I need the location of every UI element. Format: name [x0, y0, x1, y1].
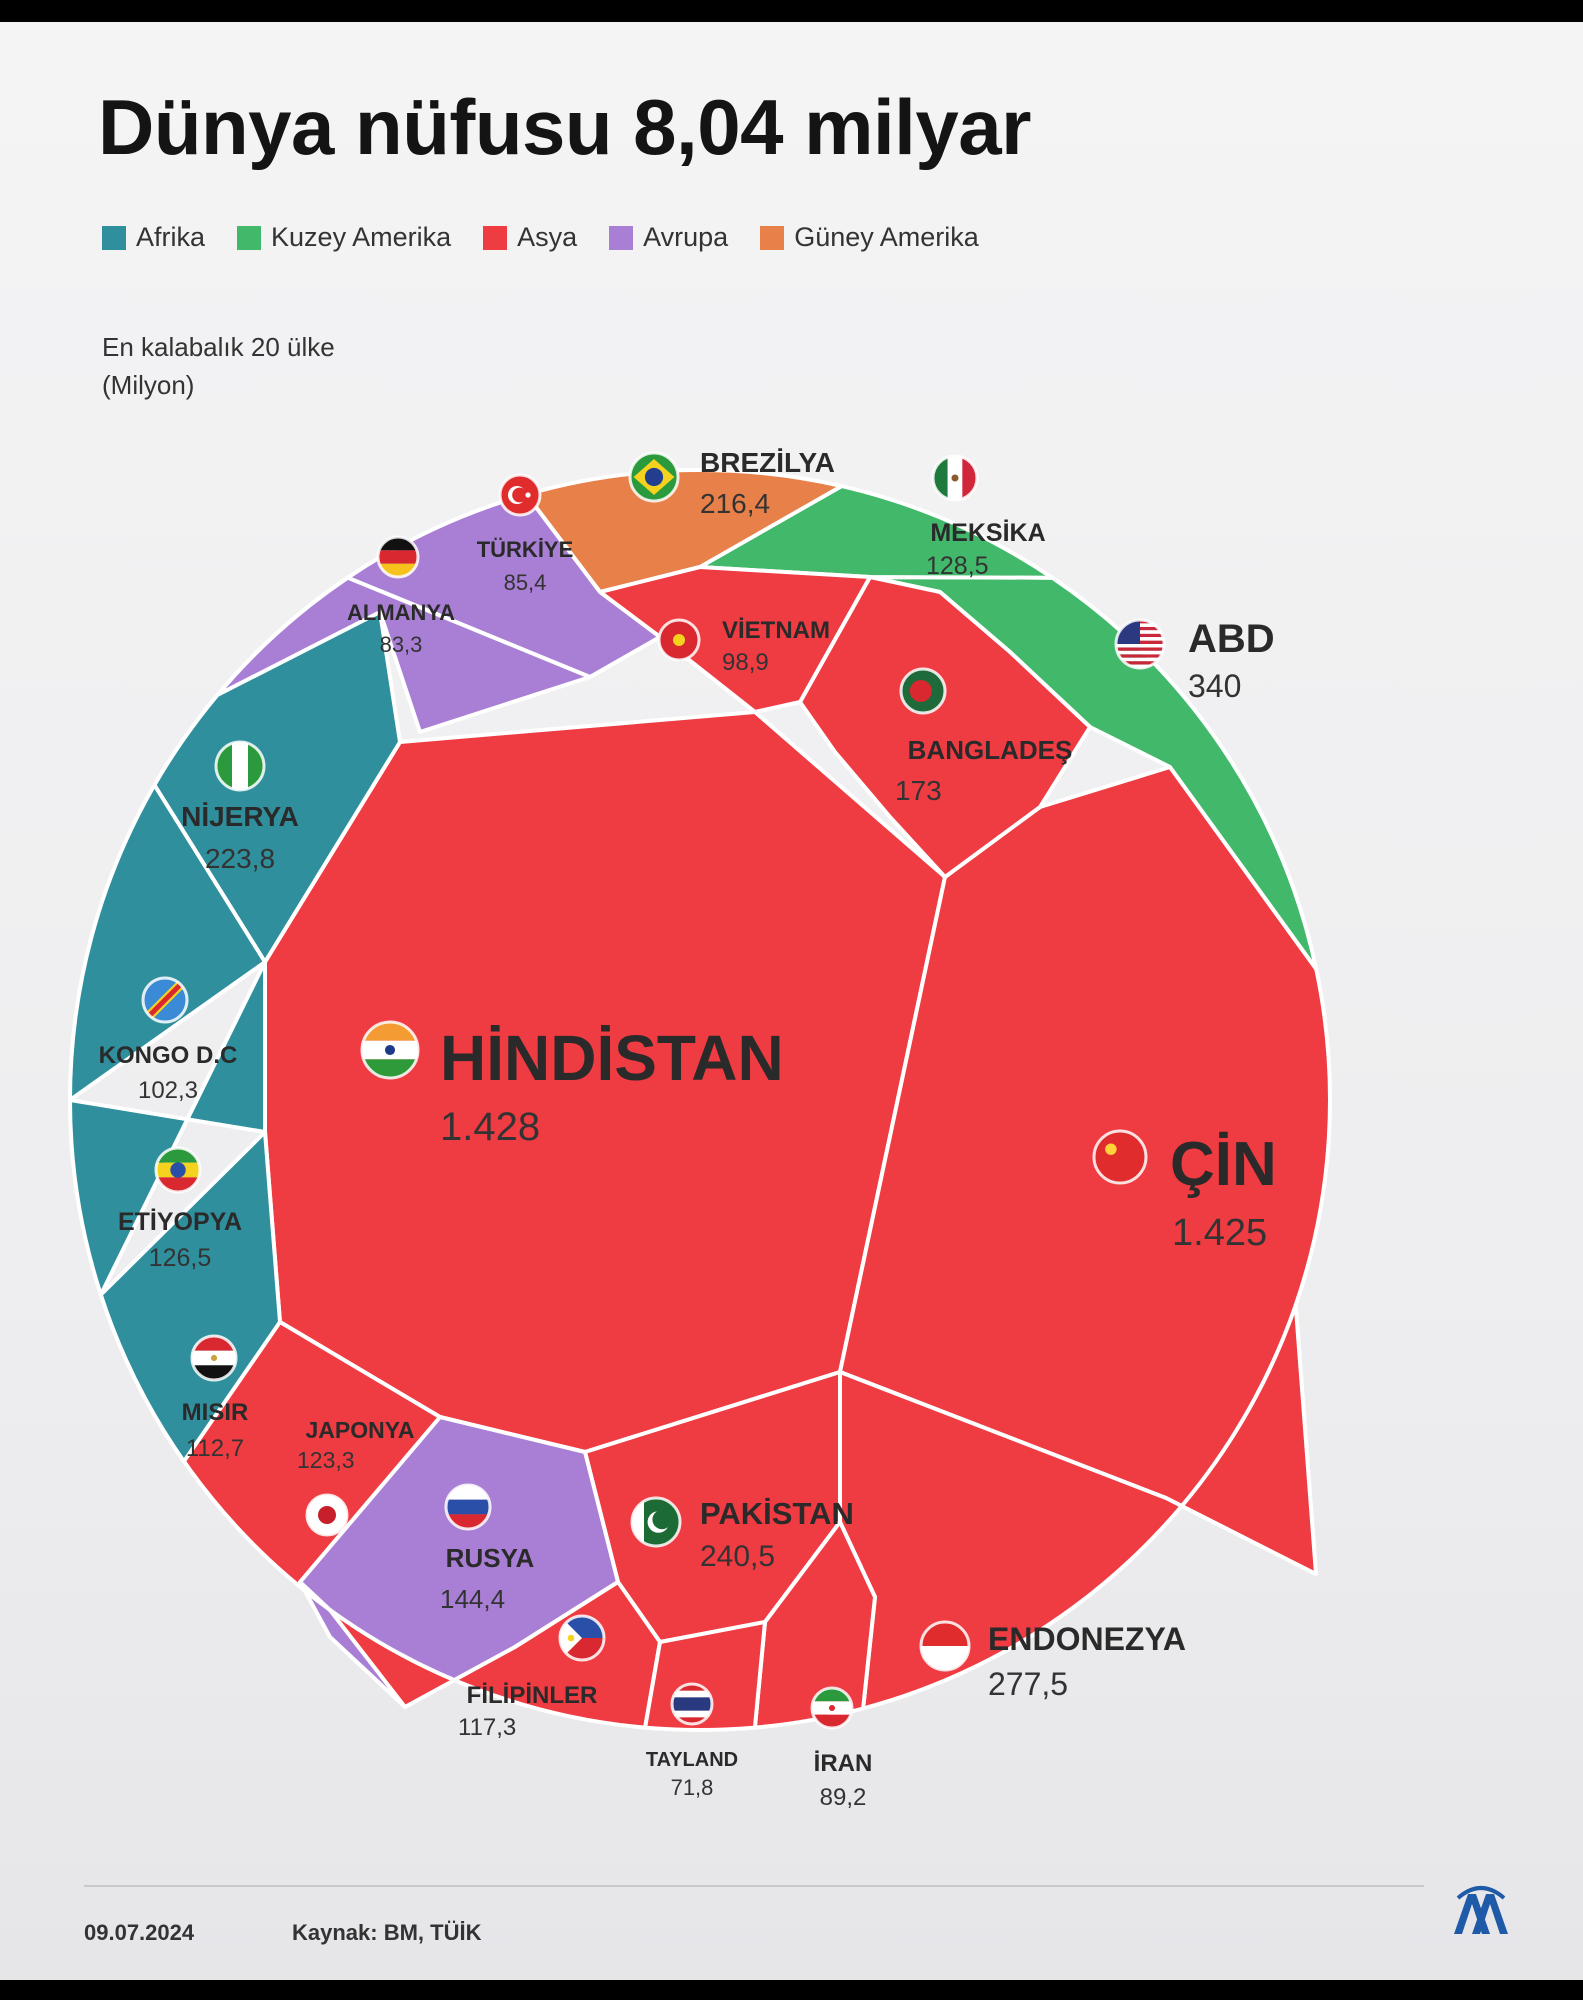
country-value-china: 1.425 — [1172, 1212, 1267, 1254]
country-value-brazil: 216,4 — [700, 488, 770, 519]
country-value-turkey: 85,4 — [504, 570, 547, 595]
legend-label: Avrupa — [643, 222, 729, 252]
indonesia-flag-icon — [919, 1620, 971, 1672]
aa-logo-icon — [1454, 1886, 1508, 1934]
page-title: Dünya nüfusu 8,04 milyar — [98, 83, 1031, 171]
legend-swatch — [609, 225, 634, 250]
china-flag-icon — [1092, 1129, 1148, 1185]
cell-germany — [215, 575, 592, 734]
cell-turkey — [345, 492, 662, 679]
country-name-drc: KONGO D.C — [99, 1042, 238, 1069]
legend-label: Asya — [517, 222, 578, 252]
legend-item-europe: Avrupa — [609, 222, 728, 253]
publish-date: 09.07.2024 — [84, 1920, 195, 1945]
legend-label: Afrika — [136, 222, 206, 252]
subtitle-line: En kalabalık 20 ülke — [102, 332, 335, 362]
cell-egypt — [98, 1130, 282, 1464]
philippines-flag-icon — [558, 1614, 606, 1662]
germany-flag-icon — [376, 535, 420, 579]
thailand-flag-icon — [670, 1682, 714, 1726]
country-name-china: ÇİN — [1170, 1130, 1277, 1199]
country-name-mexico: MEKSİKA — [930, 519, 1045, 547]
country-name-pakistan: PAKİSTAN — [700, 1496, 854, 1531]
source-label: Kaynak: BM, TÜİK — [292, 1920, 482, 1945]
country-value-egypt: 112,7 — [186, 1435, 244, 1462]
pakistan-flag-icon — [630, 1496, 682, 1548]
country-value-usa: 340 — [1188, 668, 1241, 704]
cell-ethiopia — [67, 960, 267, 1297]
country-name-brazil: BREZİLYA — [700, 447, 835, 478]
country-value-philippines: 117,3 — [458, 1714, 516, 1741]
country-name-ethiopia: ETİYOPYA — [118, 1208, 242, 1236]
legend-swatch — [483, 225, 508, 250]
mexico-flag-icon — [931, 454, 979, 502]
country-name-india: HİNDİSTAN — [440, 1022, 784, 1094]
country-name-japan: JAPONYA — [305, 1417, 414, 1443]
iran-flag-icon — [810, 1686, 854, 1730]
country-value-pakistan: 240,5 — [700, 1540, 775, 1573]
country-name-thailand: TAYLAND — [646, 1749, 738, 1771]
russia-flag-icon — [444, 1483, 492, 1531]
country-name-russia: RUSYA — [446, 1543, 535, 1573]
india-flag-icon — [360, 1020, 420, 1080]
nigeria-flag-icon — [214, 740, 266, 792]
legend-swatch — [102, 225, 126, 250]
country-name-iran: İRAN — [814, 1750, 873, 1777]
country-name-indonesia: ENDONEZYA — [988, 1621, 1186, 1657]
country-name-germany: ALMANYA — [347, 600, 455, 625]
country-name-philippines: FİLİPİNLER — [467, 1682, 598, 1709]
legend-swatch — [760, 225, 785, 250]
legend-label: Kuzey Amerika — [271, 222, 452, 252]
country-value-germany: 83,3 — [380, 632, 423, 657]
legend-item-africa: Afrika — [102, 222, 205, 253]
legend-swatch — [237, 225, 262, 250]
cell-bangladesh — [798, 575, 1092, 879]
subtitle-unit: (Milyon) — [102, 370, 195, 400]
ethiopia-flag-icon — [154, 1146, 202, 1194]
country-name-egypt: MISIR — [182, 1399, 249, 1426]
turkey-flag-icon — [498, 473, 542, 517]
country-name-usa: ABD — [1188, 617, 1275, 661]
country-value-indonesia: 277,5 — [988, 1666, 1068, 1702]
country-value-vietnam: 98,9 — [722, 649, 769, 676]
japan-flag-icon — [305, 1493, 349, 1537]
footer-divider — [84, 1885, 1424, 1887]
cell-drc — [68, 783, 267, 1102]
bangladesh-flag-icon — [899, 667, 947, 715]
country-name-bangladesh: BANGLADEŞ — [908, 735, 1073, 765]
legend-label: Güney Amerika — [794, 222, 979, 252]
chart-subtitle: En kalabalık 20 ülke (Milyon) — [102, 328, 335, 404]
usa-flag-icon — [1114, 618, 1166, 670]
brazil-flag-icon — [628, 451, 680, 503]
cell-mexico — [698, 484, 1055, 580]
legend-item-south-america: Güney Amerika — [760, 222, 979, 253]
country-value-bangladesh: 173 — [895, 775, 942, 806]
country-value-mexico: 128,5 — [926, 552, 989, 580]
country-name-vietnam: VİETNAM — [722, 617, 830, 644]
country-name-turkey: TÜRKİYE — [477, 537, 574, 562]
country-value-drc: 102,3 — [138, 1077, 198, 1104]
egypt-flag-icon — [190, 1334, 238, 1382]
legend: Afrika Kuzey Amerika Asya Avrupa Güney A… — [102, 222, 979, 253]
country-value-ethiopia: 126,5 — [149, 1244, 212, 1272]
country-name-nigeria: NİJERYA — [181, 801, 299, 832]
legend-item-asia: Asya — [483, 222, 577, 253]
country-value-nigeria: 223,8 — [205, 843, 275, 874]
legend-item-north-america: Kuzey Amerika — [237, 222, 451, 253]
country-value-india: 1.428 — [440, 1105, 540, 1149]
vietnam-flag-icon — [657, 618, 701, 662]
country-value-russia: 144,4 — [440, 1584, 505, 1614]
drc-flag-icon — [141, 976, 189, 1024]
country-value-japan: 123,3 — [297, 1447, 355, 1473]
country-value-thailand: 71,8 — [671, 1775, 714, 1800]
country-value-iran: 89,2 — [820, 1784, 867, 1811]
